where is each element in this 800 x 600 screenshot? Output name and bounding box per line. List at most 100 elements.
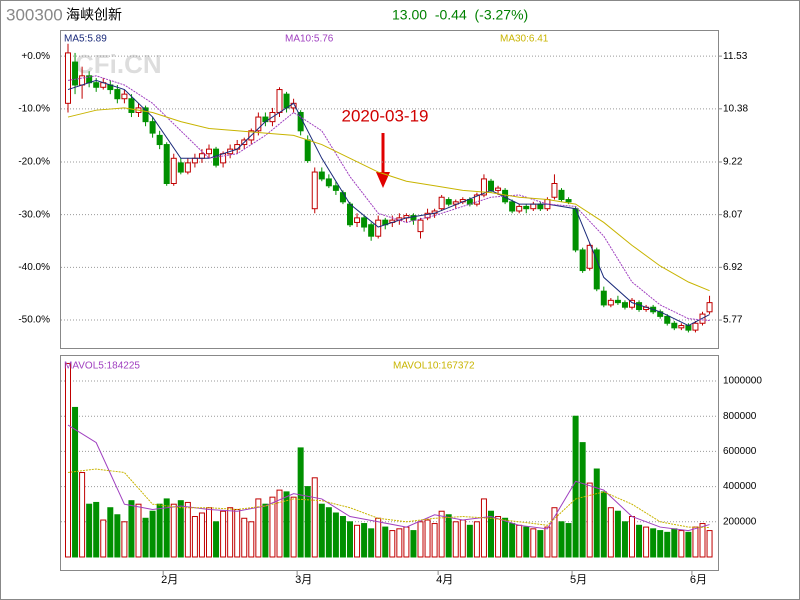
- candle-body: [318, 171, 325, 180]
- volume-bar: [657, 530, 664, 558]
- candle-body: [325, 178, 332, 187]
- candle-body: [509, 201, 516, 212]
- volume-bar: [523, 526, 530, 558]
- legend-entry: MA30:6.41: [500, 34, 549, 45]
- volume-bar: [607, 507, 614, 558]
- candle-body: [473, 194, 480, 205]
- x-tick-label: 3月: [295, 574, 312, 586]
- ma-line: [67, 75, 710, 322]
- y-tick-label: -20.0%: [18, 157, 50, 168]
- volume-bar: [142, 517, 149, 558]
- volume-bar: [509, 523, 516, 558]
- stock-code: 300300: [6, 5, 63, 24]
- volume-bar: [424, 519, 431, 558]
- volume-tick-label: 800000: [723, 411, 757, 422]
- candle-body: [297, 111, 304, 132]
- candle-body: [311, 171, 318, 210]
- candle-body: [579, 249, 586, 272]
- candle-body: [586, 244, 593, 269]
- y-tick-label: -50.0%: [18, 315, 50, 326]
- y2-tick-label: 8.07: [723, 209, 743, 220]
- volume-bar: [276, 489, 283, 558]
- price-panel: [60, 30, 719, 349]
- volume-bar: [191, 516, 198, 558]
- volume-bar: [495, 516, 502, 558]
- candle-body: [480, 178, 487, 196]
- candle-body: [368, 224, 375, 237]
- candle-body: [255, 116, 262, 132]
- volume-bar: [262, 503, 269, 558]
- candle-body: [220, 153, 227, 164]
- volume-bar: [255, 498, 262, 558]
- volume-bar: [361, 523, 368, 558]
- legend-entry: MAVOL5:184225: [64, 361, 140, 372]
- y-tick-label: -10.0%: [18, 103, 50, 114]
- x-tick-label: 5月: [570, 574, 587, 586]
- candle-body: [537, 203, 544, 210]
- volume-bar: [156, 503, 163, 558]
- volume-bar: [621, 521, 628, 558]
- volume-bar: [530, 528, 537, 558]
- volume-bar: [198, 512, 205, 558]
- candle-body: [551, 183, 558, 198]
- candle-body: [600, 290, 607, 306]
- volume-bar: [269, 496, 276, 558]
- candle-body: [530, 203, 537, 210]
- volume-bar: [304, 486, 311, 558]
- candle-body: [572, 208, 579, 251]
- candle-body: [438, 196, 445, 210]
- ma-line: [67, 107, 710, 292]
- candle-body: [706, 302, 713, 313]
- candle-body: [614, 299, 621, 304]
- volume-bar: [283, 491, 290, 558]
- candle-body: [347, 203, 353, 226]
- volume-bar: [332, 512, 339, 558]
- volume-bar: [452, 521, 459, 558]
- volume-bar: [206, 507, 212, 558]
- volume-bar: [403, 526, 410, 558]
- candle-body: [558, 189, 565, 201]
- volume-bar: [213, 521, 220, 558]
- volume-bar: [692, 526, 699, 558]
- volume-bar: [248, 521, 255, 558]
- volume-bar: [135, 503, 142, 558]
- volume-bar: [368, 528, 375, 558]
- legend-entry: MA10:5.76: [285, 34, 334, 45]
- volume-bar: [163, 498, 170, 558]
- x-tick-label: 4月: [436, 574, 453, 586]
- volume-bar: [438, 510, 445, 558]
- volume-bar: [643, 526, 650, 558]
- candle-body: [177, 162, 184, 173]
- volume-bar: [128, 500, 135, 558]
- candle-body: [685, 325, 692, 331]
- candle-body: [621, 302, 628, 308]
- volume-bar: [488, 510, 494, 558]
- volume-bar: [184, 501, 191, 558]
- volume-bar: [516, 524, 523, 558]
- volume-bar: [685, 531, 692, 558]
- volume-bar: [586, 482, 593, 558]
- candle-body: [424, 212, 431, 219]
- volume-bar: [396, 528, 403, 558]
- volume-bar: [149, 510, 156, 558]
- volume-bar: [375, 517, 382, 558]
- volume-bar: [600, 491, 607, 558]
- volume-bar: [636, 524, 643, 558]
- candle-body: [593, 249, 600, 290]
- candle-body: [692, 322, 699, 331]
- volume-bar: [614, 510, 621, 558]
- candle-body: [142, 107, 149, 123]
- candle-body: [72, 61, 79, 86]
- volume-bar: [100, 519, 107, 558]
- volume-bar: [65, 362, 71, 558]
- volume-bar: [678, 530, 685, 558]
- ma-line: [67, 468, 710, 529]
- volume-bar: [417, 521, 424, 558]
- candle-body: [466, 199, 473, 205]
- volume-bar: [72, 406, 79, 558]
- volume-bar: [445, 514, 452, 558]
- volume-bar: [107, 507, 114, 558]
- candle-body: [607, 299, 614, 306]
- candle-body: [128, 98, 135, 113]
- y2-tick-label: 11.53: [723, 51, 748, 62]
